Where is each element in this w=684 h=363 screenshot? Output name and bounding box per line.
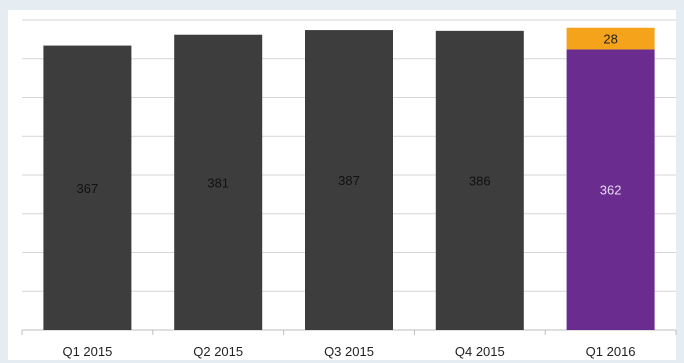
value-label: 367 (77, 181, 99, 196)
value-label: 381 (207, 175, 229, 190)
bar-q2-2015 (174, 34, 263, 330)
bar-q4-2015 (435, 30, 524, 330)
bar-segment-q1-2016 (566, 27, 655, 50)
bar-q1-2016 (566, 49, 655, 330)
value-label: 386 (469, 173, 491, 188)
x-tick-label: Q2 2015 (193, 344, 243, 359)
value-label: 387 (338, 173, 360, 188)
x-tick-label: Q1 2016 (586, 344, 636, 359)
x-tick-label: Q4 2015 (455, 344, 505, 359)
segment-label: 28 (603, 32, 617, 47)
x-tick-label: Q3 2015 (324, 344, 374, 359)
bar-q3-2015 (305, 30, 393, 330)
value-label: 362 (600, 183, 622, 198)
x-tick-label: Q1 2015 (62, 344, 112, 359)
bar-q1-2015 (43, 45, 132, 330)
